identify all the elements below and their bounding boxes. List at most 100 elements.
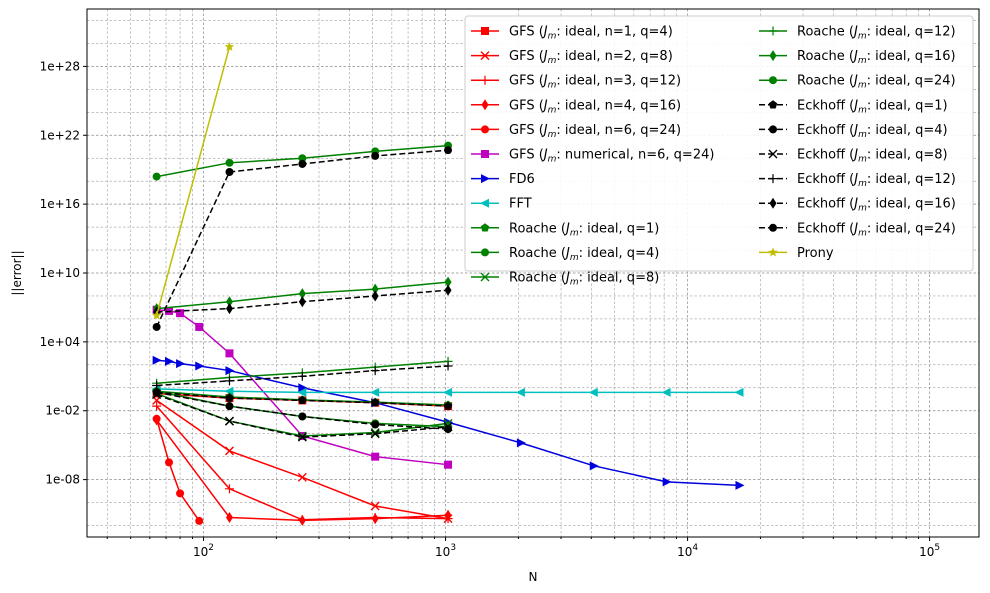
y-tick-label: 1e+04 <box>40 335 80 349</box>
x-tick-label: 103 <box>435 543 456 559</box>
data-point <box>224 416 234 426</box>
data-point <box>371 513 379 525</box>
data-point <box>298 154 307 163</box>
legend-label-prefix: Eckhoff ( <box>797 197 854 212</box>
legend-item: Eckhoff (Jm: ideal, q=12) <box>759 172 956 189</box>
legend-label-prefix: GFS ( <box>509 25 544 40</box>
legend-label-prefix: Roache ( <box>509 271 566 286</box>
legend-label-subscript: m <box>858 32 867 42</box>
legend-label: Roache (Jm: ideal, q=1) <box>509 221 659 238</box>
legend-item: FFT <box>471 197 532 212</box>
legend-label: Eckhoff (Jm: ideal, q=1) <box>797 98 948 115</box>
legend-item: Roache (Jm: ideal, q=24) <box>759 74 956 91</box>
data-point <box>444 284 452 296</box>
legend-label-prefix: Prony <box>797 246 834 261</box>
legend-label-prefix: FFT <box>509 197 532 212</box>
data-point <box>444 509 452 521</box>
legend-label-suffix: : numerical, n=6, q=24) <box>556 148 714 163</box>
legend-marker <box>768 26 778 36</box>
data-point <box>152 388 161 397</box>
legend-item: GFS (Jm: ideal, n=2, q=8) <box>471 49 673 66</box>
data-point <box>444 460 453 469</box>
x-tick-base: 10 <box>677 545 692 559</box>
data-point <box>225 296 233 308</box>
y-tick-label: 1e+10 <box>40 266 80 280</box>
legend-label-symbol: J <box>851 197 858 212</box>
data-point <box>151 310 162 320</box>
data-point <box>589 461 599 471</box>
series-4 <box>152 414 204 525</box>
legend-label-suffix: : ideal, n=6, q=24) <box>556 123 681 138</box>
data-point <box>443 401 453 410</box>
legend-label-symbol: J <box>563 246 570 261</box>
legend-marker <box>769 125 777 134</box>
legend-label-symbol: J <box>851 25 858 40</box>
legend-label: Roache (Jm: ideal, q=4) <box>509 246 659 263</box>
legend-label-prefix: Roache ( <box>509 246 566 261</box>
data-point <box>370 429 380 439</box>
data-point <box>298 383 308 393</box>
legend-label-suffix: : ideal, q=12) <box>867 25 956 40</box>
legend-label-prefix: Eckhoff ( <box>797 148 854 163</box>
legend-label: GFS (Jm: numerical, n=6, q=24) <box>509 148 714 165</box>
data-point <box>225 158 234 167</box>
legend-label-subscript: m <box>858 130 867 140</box>
legend-label-suffix: : ideal, q=24) <box>867 74 956 89</box>
legend-label-prefix: Eckhoff ( <box>797 172 854 187</box>
legend-label: GFS (Jm: ideal, n=1, q=4) <box>509 25 673 42</box>
data-point <box>224 484 234 494</box>
legend-marker <box>480 51 490 61</box>
legend-label-prefix: GFS ( <box>509 74 544 89</box>
legend-label-suffix: : ideal, q=24) <box>867 221 956 236</box>
legend-label-subscript: m <box>858 81 867 91</box>
legend-label-prefix: Eckhoff ( <box>797 123 854 138</box>
legend-marker <box>480 198 489 208</box>
legend-item: GFS (Jm: numerical, n=6, q=24) <box>471 148 714 165</box>
data-point <box>152 322 161 331</box>
legend-item: Roache (Jm: ideal, q=12) <box>759 25 956 42</box>
data-point <box>662 477 672 487</box>
data-point <box>371 420 380 429</box>
data-point <box>443 422 453 432</box>
x-tick-exponent: 5 <box>934 543 940 553</box>
data-point <box>370 398 380 407</box>
data-point <box>371 283 379 295</box>
legend-label-symbol: J <box>851 221 858 236</box>
legend-label-prefix: Roache ( <box>797 74 854 89</box>
legend-label-subscript: m <box>548 56 557 66</box>
data-point <box>371 151 380 160</box>
legend-item: Roache (Jm: ideal, q=16) <box>759 49 956 66</box>
legend-item: Roache (Jm: ideal, q=4) <box>471 246 659 263</box>
data-point <box>225 303 233 315</box>
legend-label-subscript: m <box>858 179 867 189</box>
legend-label-prefix: GFS ( <box>509 123 544 138</box>
legend-label-suffix: : ideal, n=1, q=4) <box>556 25 672 40</box>
data-point <box>224 41 235 51</box>
data-point <box>735 480 745 490</box>
legend-label-symbol: J <box>851 172 858 187</box>
legend-marker <box>768 149 778 159</box>
legend-label-subscript: m <box>548 105 557 115</box>
legend-marker <box>481 125 489 134</box>
series-20 <box>151 41 235 320</box>
legend-marker <box>480 223 490 232</box>
legend-item: Eckhoff (Jm: ideal, q=1) <box>759 98 948 115</box>
data-point <box>224 446 234 456</box>
data-point <box>225 393 234 402</box>
data-point <box>176 359 186 369</box>
legend-label-symbol: J <box>541 98 548 113</box>
legend-label-prefix: GFS ( <box>509 98 544 113</box>
legend-label-suffix: : ideal, q=8) <box>867 148 948 163</box>
legend-label: GFS (Jm: ideal, n=4, q=16) <box>509 98 681 115</box>
data-point <box>443 418 453 428</box>
data-point <box>444 276 452 288</box>
legend-label: Roache (Jm: ideal, q=12) <box>797 25 956 42</box>
legend-label-suffix: : ideal, n=4, q=16) <box>556 98 681 113</box>
legend-item: GFS (Jm: ideal, n=3, q=12) <box>471 74 681 91</box>
data-point <box>370 428 380 438</box>
data-point <box>370 501 380 511</box>
legend-marker <box>480 272 490 282</box>
data-point <box>176 489 185 498</box>
legend-label-prefix: FD6 <box>509 172 535 187</box>
